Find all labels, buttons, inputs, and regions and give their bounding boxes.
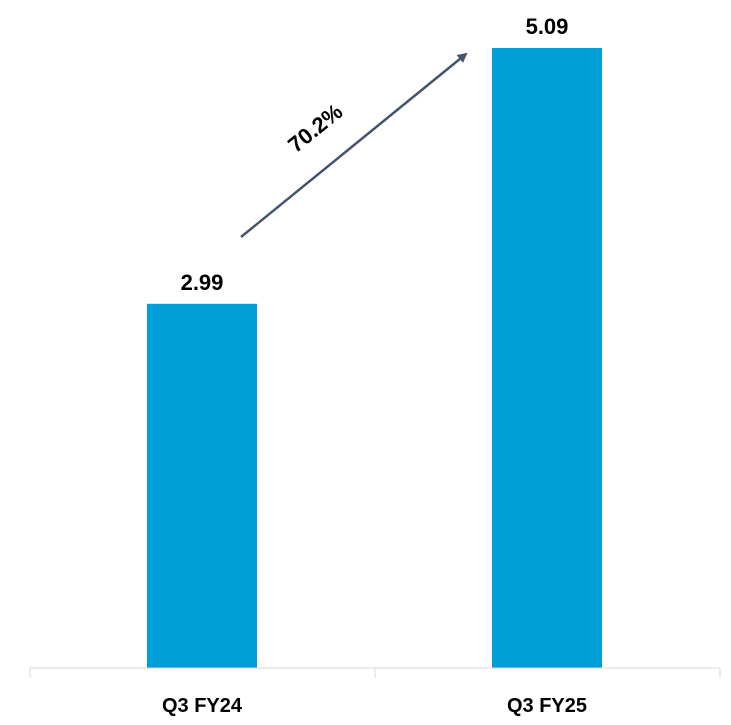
growth-annotation: 70.2%: [283, 99, 347, 158]
category-label: Q3 FY24: [162, 695, 243, 717]
growth-arrow: [240, 52, 468, 238]
value-label: 2.99: [181, 270, 224, 295]
bar-q3-fy25: [492, 48, 602, 668]
category-label: Q3 FY25: [507, 695, 587, 717]
bar-q3-fy24: [147, 303, 257, 668]
value-label: 5.09: [526, 14, 569, 39]
